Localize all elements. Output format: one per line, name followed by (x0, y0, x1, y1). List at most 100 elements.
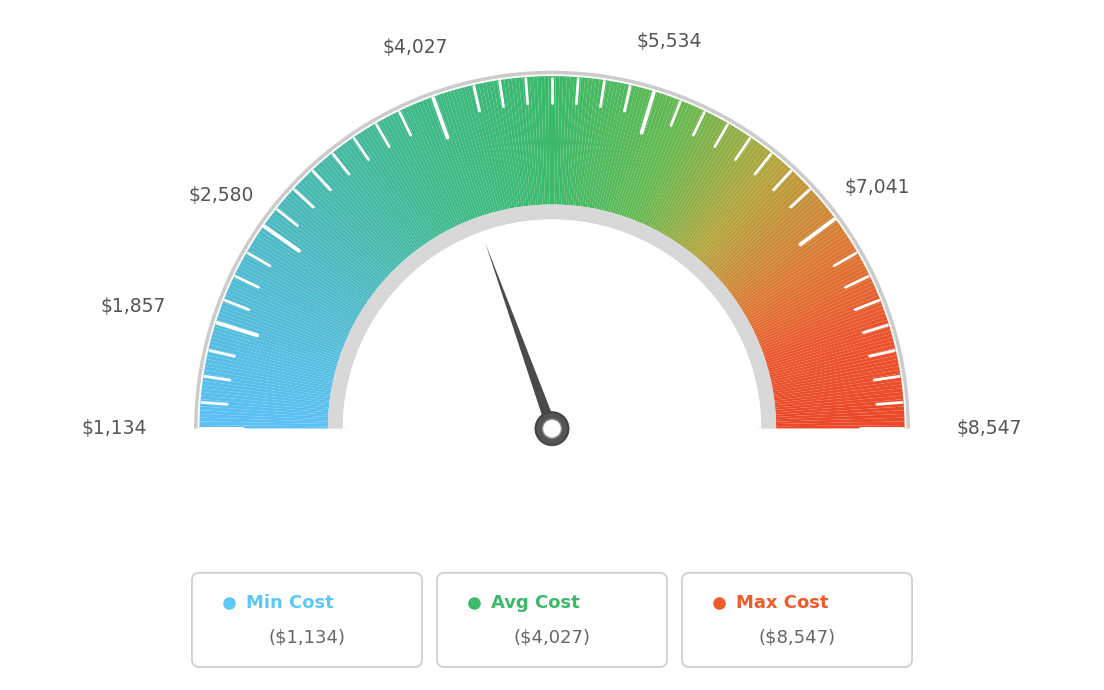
Wedge shape (232, 279, 349, 335)
Wedge shape (344, 141, 422, 248)
Wedge shape (556, 76, 563, 205)
Wedge shape (200, 425, 328, 428)
Wedge shape (678, 137, 753, 245)
Wedge shape (758, 292, 879, 344)
Wedge shape (571, 77, 585, 206)
Wedge shape (776, 425, 904, 428)
Wedge shape (200, 417, 328, 424)
Wedge shape (385, 116, 448, 231)
Wedge shape (769, 344, 895, 377)
Wedge shape (276, 207, 378, 290)
Wedge shape (367, 127, 436, 238)
Wedge shape (336, 148, 416, 252)
Wedge shape (761, 299, 881, 348)
Wedge shape (200, 406, 328, 417)
Wedge shape (596, 83, 625, 210)
Wedge shape (240, 262, 354, 325)
Circle shape (535, 412, 569, 445)
Wedge shape (224, 295, 344, 346)
Wedge shape (389, 115, 450, 230)
Wedge shape (415, 102, 467, 222)
Wedge shape (757, 288, 877, 342)
Wedge shape (716, 190, 814, 279)
Wedge shape (210, 341, 335, 375)
Wedge shape (209, 344, 335, 377)
Wedge shape (762, 306, 883, 353)
Wedge shape (351, 137, 426, 245)
Wedge shape (405, 106, 460, 225)
Wedge shape (216, 316, 340, 359)
Wedge shape (202, 384, 330, 403)
Wedge shape (465, 86, 499, 212)
Wedge shape (227, 288, 347, 342)
Wedge shape (719, 193, 817, 280)
Wedge shape (202, 381, 330, 401)
Wedge shape (776, 414, 904, 422)
Wedge shape (225, 292, 346, 344)
Wedge shape (321, 159, 407, 259)
Wedge shape (683, 144, 762, 249)
Wedge shape (222, 302, 342, 351)
Wedge shape (607, 87, 644, 213)
Wedge shape (707, 174, 798, 268)
Wedge shape (594, 82, 622, 209)
Text: ($1,134): ($1,134) (268, 629, 346, 647)
Wedge shape (450, 90, 489, 214)
Text: $5,534: $5,534 (637, 32, 702, 50)
Wedge shape (412, 104, 465, 223)
Wedge shape (201, 392, 329, 408)
FancyBboxPatch shape (437, 573, 667, 667)
Wedge shape (611, 88, 647, 213)
Wedge shape (705, 172, 796, 267)
Text: ($8,547): ($8,547) (758, 629, 836, 647)
Wedge shape (263, 224, 370, 301)
Wedge shape (647, 110, 705, 227)
Wedge shape (342, 144, 421, 249)
Wedge shape (691, 152, 774, 255)
Wedge shape (200, 411, 328, 420)
Wedge shape (768, 334, 892, 371)
Wedge shape (439, 93, 482, 216)
Wedge shape (775, 399, 904, 412)
Wedge shape (583, 79, 604, 207)
Wedge shape (363, 129, 434, 239)
Wedge shape (651, 113, 712, 229)
Wedge shape (562, 77, 571, 205)
Wedge shape (200, 422, 328, 426)
Wedge shape (245, 253, 358, 319)
Wedge shape (471, 85, 503, 210)
Wedge shape (776, 411, 904, 420)
Wedge shape (756, 282, 874, 337)
Wedge shape (285, 195, 384, 282)
Wedge shape (314, 167, 402, 264)
Wedge shape (656, 116, 719, 231)
Wedge shape (680, 139, 756, 246)
Wedge shape (395, 111, 455, 228)
Wedge shape (702, 167, 790, 264)
Wedge shape (300, 179, 393, 272)
Wedge shape (766, 323, 890, 364)
Wedge shape (736, 228, 843, 303)
Wedge shape (205, 359, 332, 386)
Wedge shape (624, 95, 668, 217)
Wedge shape (739, 233, 848, 306)
Wedge shape (372, 124, 440, 236)
Wedge shape (776, 406, 904, 417)
Wedge shape (641, 105, 696, 224)
Wedge shape (635, 101, 686, 221)
Wedge shape (200, 399, 329, 412)
Wedge shape (278, 204, 380, 288)
Wedge shape (554, 76, 560, 205)
Wedge shape (603, 86, 636, 211)
Wedge shape (290, 190, 388, 279)
Wedge shape (686, 146, 765, 250)
Wedge shape (339, 146, 418, 250)
Wedge shape (772, 355, 898, 384)
Wedge shape (538, 77, 545, 205)
Wedge shape (766, 327, 891, 366)
Wedge shape (573, 78, 588, 206)
Wedge shape (664, 124, 732, 236)
Wedge shape (229, 285, 348, 339)
Wedge shape (215, 319, 339, 362)
Wedge shape (768, 337, 893, 373)
